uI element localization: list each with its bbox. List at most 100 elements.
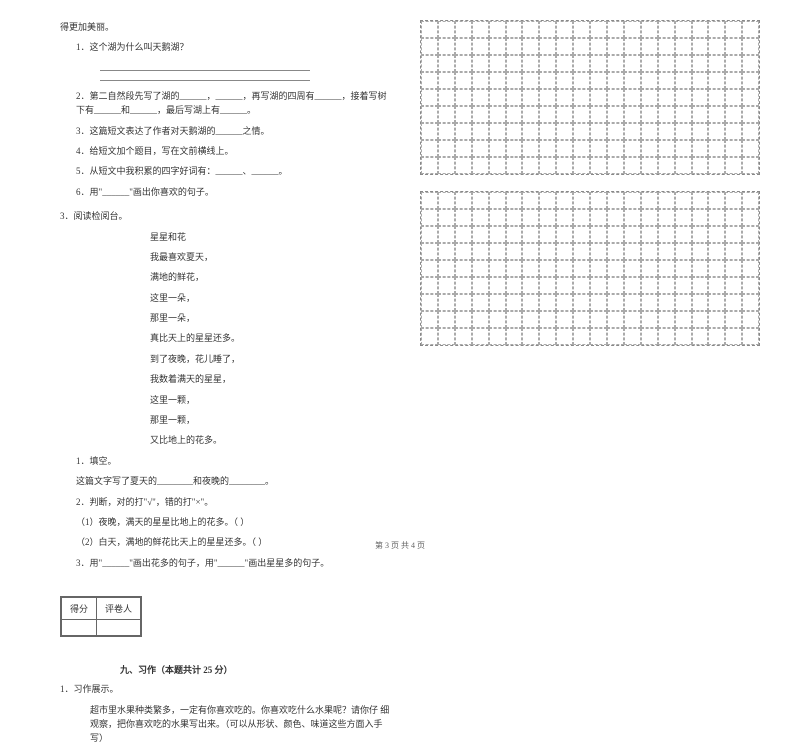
grid-cell [708,192,725,209]
grid-cell [658,140,675,157]
grid-cell [556,157,573,174]
grid-cell [692,243,709,260]
poem-body: 我最喜欢夏天， 满地的鲜花， 这里一朵， 那里一朵， 真比天上的星星还多。 到了… [60,250,390,448]
grid-cell [421,243,438,260]
grid-cell [708,89,725,106]
grid-cell [573,260,590,277]
grid-cell [472,260,489,277]
grid-cell [624,277,641,294]
grid-cell [675,89,692,106]
grid-cell [522,140,539,157]
grid-cell [489,140,506,157]
grid-cell [725,226,742,243]
grid-cell [692,55,709,72]
grid-cell [506,192,523,209]
grid-cell [692,21,709,38]
grid-cell [590,311,607,328]
grid-cell [641,89,658,106]
grid-cell [708,157,725,174]
grid-cell [607,140,624,157]
grid-cell [725,243,742,260]
grid-cell [624,243,641,260]
grid-cell [421,226,438,243]
grid-cell [590,38,607,55]
grid-cell [438,140,455,157]
grid-cell [725,294,742,311]
grid-row [421,55,759,72]
grid-cell [472,226,489,243]
question-4: 4．给短文加个题目，写在文前横线上。 [60,144,390,158]
grid-cell [742,55,759,72]
grid-cell [725,72,742,89]
grid-cell [590,294,607,311]
grid-cell [742,123,759,140]
grid-cell [506,328,523,345]
grid-cell [675,294,692,311]
grid-cell [590,328,607,345]
grid-cell [556,55,573,72]
score-header-1: 得分 [62,598,97,620]
grid-cell [624,106,641,123]
grid-row [421,192,759,209]
grid-cell [725,38,742,55]
sub1: 1．填空。 [60,454,390,468]
writing-heading: 1．习作展示。 [60,682,390,696]
question-1: 1．这个湖为什么叫天鹅湖？ [60,40,390,54]
page-footer: 第 3 页 共 4 页 [0,540,800,551]
grid-cell [421,157,438,174]
poem-title: 星星和花 [60,230,390,244]
grid-cell [472,328,489,345]
grid-row [421,311,759,328]
grid-cell [725,260,742,277]
grid-cell [725,157,742,174]
grid-cell [658,243,675,260]
grid-cell [675,243,692,260]
grid-cell [624,140,641,157]
grid-cell [692,328,709,345]
grid-cell [438,89,455,106]
q4-num: 4． [76,146,90,156]
grid-cell [590,72,607,89]
grid-cell [742,243,759,260]
grid-cell [658,328,675,345]
grid-cell [438,192,455,209]
grid-cell [607,294,624,311]
grid-cell [675,311,692,328]
grid-cell [556,226,573,243]
grid-cell [658,21,675,38]
grid-cell [607,209,624,226]
grid-cell [556,123,573,140]
grid-cell [641,226,658,243]
grid-cell [641,72,658,89]
grid-cell [506,157,523,174]
grid-cell [421,38,438,55]
grid-cell [472,38,489,55]
grid-cell [556,209,573,226]
grid-cell [573,106,590,123]
grid-cell [472,209,489,226]
grid-cell [641,192,658,209]
grid-cell [692,277,709,294]
grid-cell [607,106,624,123]
grid-cell [438,294,455,311]
grid-cell [573,294,590,311]
grid-cell [472,106,489,123]
grid-cell [421,192,438,209]
grid-cell [641,55,658,72]
grid-cell [556,277,573,294]
writing-grid-2 [420,191,760,346]
grid-cell [692,140,709,157]
grid-cell [421,277,438,294]
sub3-num: 3． [76,558,90,568]
grid-cell [675,192,692,209]
grid-cell [573,243,590,260]
grid-cell [641,277,658,294]
grid-cell [489,311,506,328]
grid-cell [539,89,556,106]
grid-cell [675,72,692,89]
grid-cell [421,140,438,157]
grid-cell [489,260,506,277]
grid-cell [624,209,641,226]
grid-cell [489,243,506,260]
grid-cell [624,89,641,106]
